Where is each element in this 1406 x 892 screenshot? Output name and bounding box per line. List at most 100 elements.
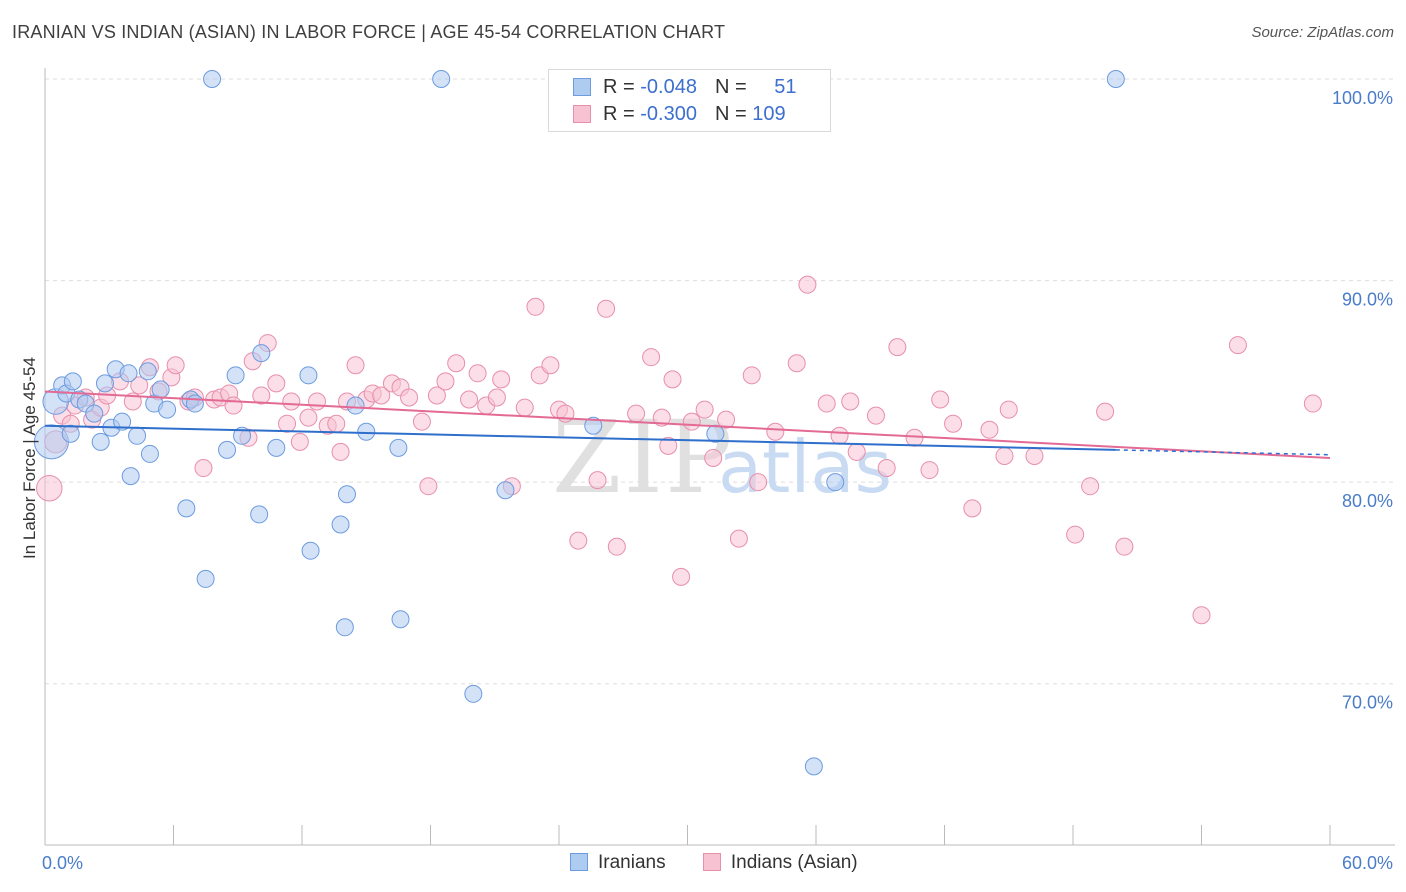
iranian-trend-line <box>44 424 1116 451</box>
y-tick-label: 100.0% <box>1332 88 1393 108</box>
indian-point <box>798 275 817 294</box>
legend-item-iranians[interactable]: Iranians <box>570 852 666 874</box>
indian-point <box>729 529 748 548</box>
indian-point <box>607 537 626 556</box>
indian-point <box>541 356 560 375</box>
indian-point <box>526 297 545 316</box>
iranian-point <box>331 515 350 534</box>
trend-lines <box>44 390 1331 459</box>
indian-point <box>1228 336 1247 355</box>
iranian-point <box>335 618 354 637</box>
iranian-point <box>177 499 196 518</box>
indian-point <box>194 459 213 478</box>
indian-point <box>642 348 661 367</box>
iranian-point <box>267 438 286 457</box>
indian-trend-line <box>44 390 1331 459</box>
indian-point <box>400 388 419 407</box>
indian-point <box>717 410 736 429</box>
indian-point <box>682 412 701 431</box>
iranian-point <box>301 541 320 560</box>
indian-point <box>1115 537 1134 556</box>
indian-point <box>282 392 301 411</box>
iranian-point <box>337 485 356 504</box>
indian-point <box>597 299 616 318</box>
iranian-point <box>389 438 408 457</box>
indian-point <box>766 422 785 441</box>
indian-point <box>1096 402 1115 421</box>
iranian-point <box>432 70 451 88</box>
watermark-atlas: atlas <box>718 425 892 509</box>
indian-point <box>749 473 768 492</box>
indian-point <box>130 376 149 395</box>
indian-point <box>888 338 907 357</box>
legend-r-label: R = <box>603 103 641 125</box>
iranian-point <box>151 380 170 399</box>
indian-point <box>224 396 243 415</box>
indian-point <box>663 370 682 389</box>
indian-point <box>307 392 326 411</box>
indian-point <box>695 400 714 419</box>
legend-r-value: -0.048 <box>640 76 697 98</box>
y-axis-label: In Labor Force | Age 45-54 <box>20 357 39 559</box>
indian-point <box>787 354 806 373</box>
indian-point <box>331 442 350 461</box>
indian-point <box>659 436 678 455</box>
iranian-point <box>346 396 365 415</box>
data-points <box>33 70 1322 776</box>
y-tick-label: 70.0% <box>1342 693 1393 713</box>
legend-r-label: R = <box>603 76 641 98</box>
indian-point <box>327 414 346 433</box>
legend-item-indians[interactable]: Indians (Asian) <box>702 852 858 874</box>
iranian-point <box>121 467 140 486</box>
iranian-point <box>226 366 245 385</box>
indian-point <box>999 400 1018 419</box>
iranian-point <box>299 366 318 385</box>
iranian-point <box>250 505 269 524</box>
y-tick-label: 90.0% <box>1342 290 1393 310</box>
chart-title: IRANIAN VS INDIAN (ASIAN) IN LABOR FORCE… <box>12 22 726 42</box>
iranian-point <box>826 473 845 492</box>
iranian-point <box>91 432 110 451</box>
indian-point <box>742 366 761 385</box>
indian-point <box>1192 606 1211 625</box>
indian-point <box>1025 446 1044 465</box>
indian-point <box>372 386 391 405</box>
iranian-point <box>496 481 515 500</box>
source-credit: Source: ZipAtlas.com <box>1251 24 1394 41</box>
indian-point <box>436 372 455 391</box>
indian-point <box>905 428 924 447</box>
legend-n-value: 109 <box>752 103 786 125</box>
iranian-point <box>185 394 204 413</box>
legend-label-indians: Indians (Asian) <box>730 852 858 873</box>
iranian-trend-extension <box>1115 449 1331 456</box>
indian-point <box>123 392 142 411</box>
indian-point <box>1303 394 1322 413</box>
tick-labels: 70.0% 80.0% 90.0% 100.0% 0.0% 60.0% <box>42 88 1393 873</box>
indian-point <box>36 474 63 502</box>
indian-point <box>515 398 534 417</box>
indian-point <box>672 567 691 586</box>
indian-point <box>841 392 860 411</box>
x-tick-label: 0.0% <box>42 853 83 873</box>
legend-n-label: N = <box>714 103 753 125</box>
legend-r-value: -0.300 <box>640 103 697 125</box>
indian-point <box>460 390 479 409</box>
indian-point <box>267 374 286 393</box>
iranian-point <box>584 416 603 435</box>
indian-point <box>278 414 297 433</box>
indian-point <box>492 370 511 389</box>
legend-row-iranians: R = -0.048 N = 51 <box>573 76 796 100</box>
iranian-point <box>128 426 147 445</box>
series-legend: Iranians Indians (Asian) <box>570 852 890 874</box>
indian-point <box>427 386 446 405</box>
x-tick-label: 60.0% <box>1342 853 1393 873</box>
indian-point <box>830 426 849 445</box>
iranian-point <box>63 372 82 391</box>
iranian-point <box>391 610 410 629</box>
iranian-point <box>218 440 237 459</box>
correlation-legend: R = -0.048 N = 51 R = -0.300 N = 109 <box>548 69 831 132</box>
indian-point <box>627 404 646 423</box>
iranian-point <box>203 70 222 88</box>
indian-point <box>652 408 671 427</box>
